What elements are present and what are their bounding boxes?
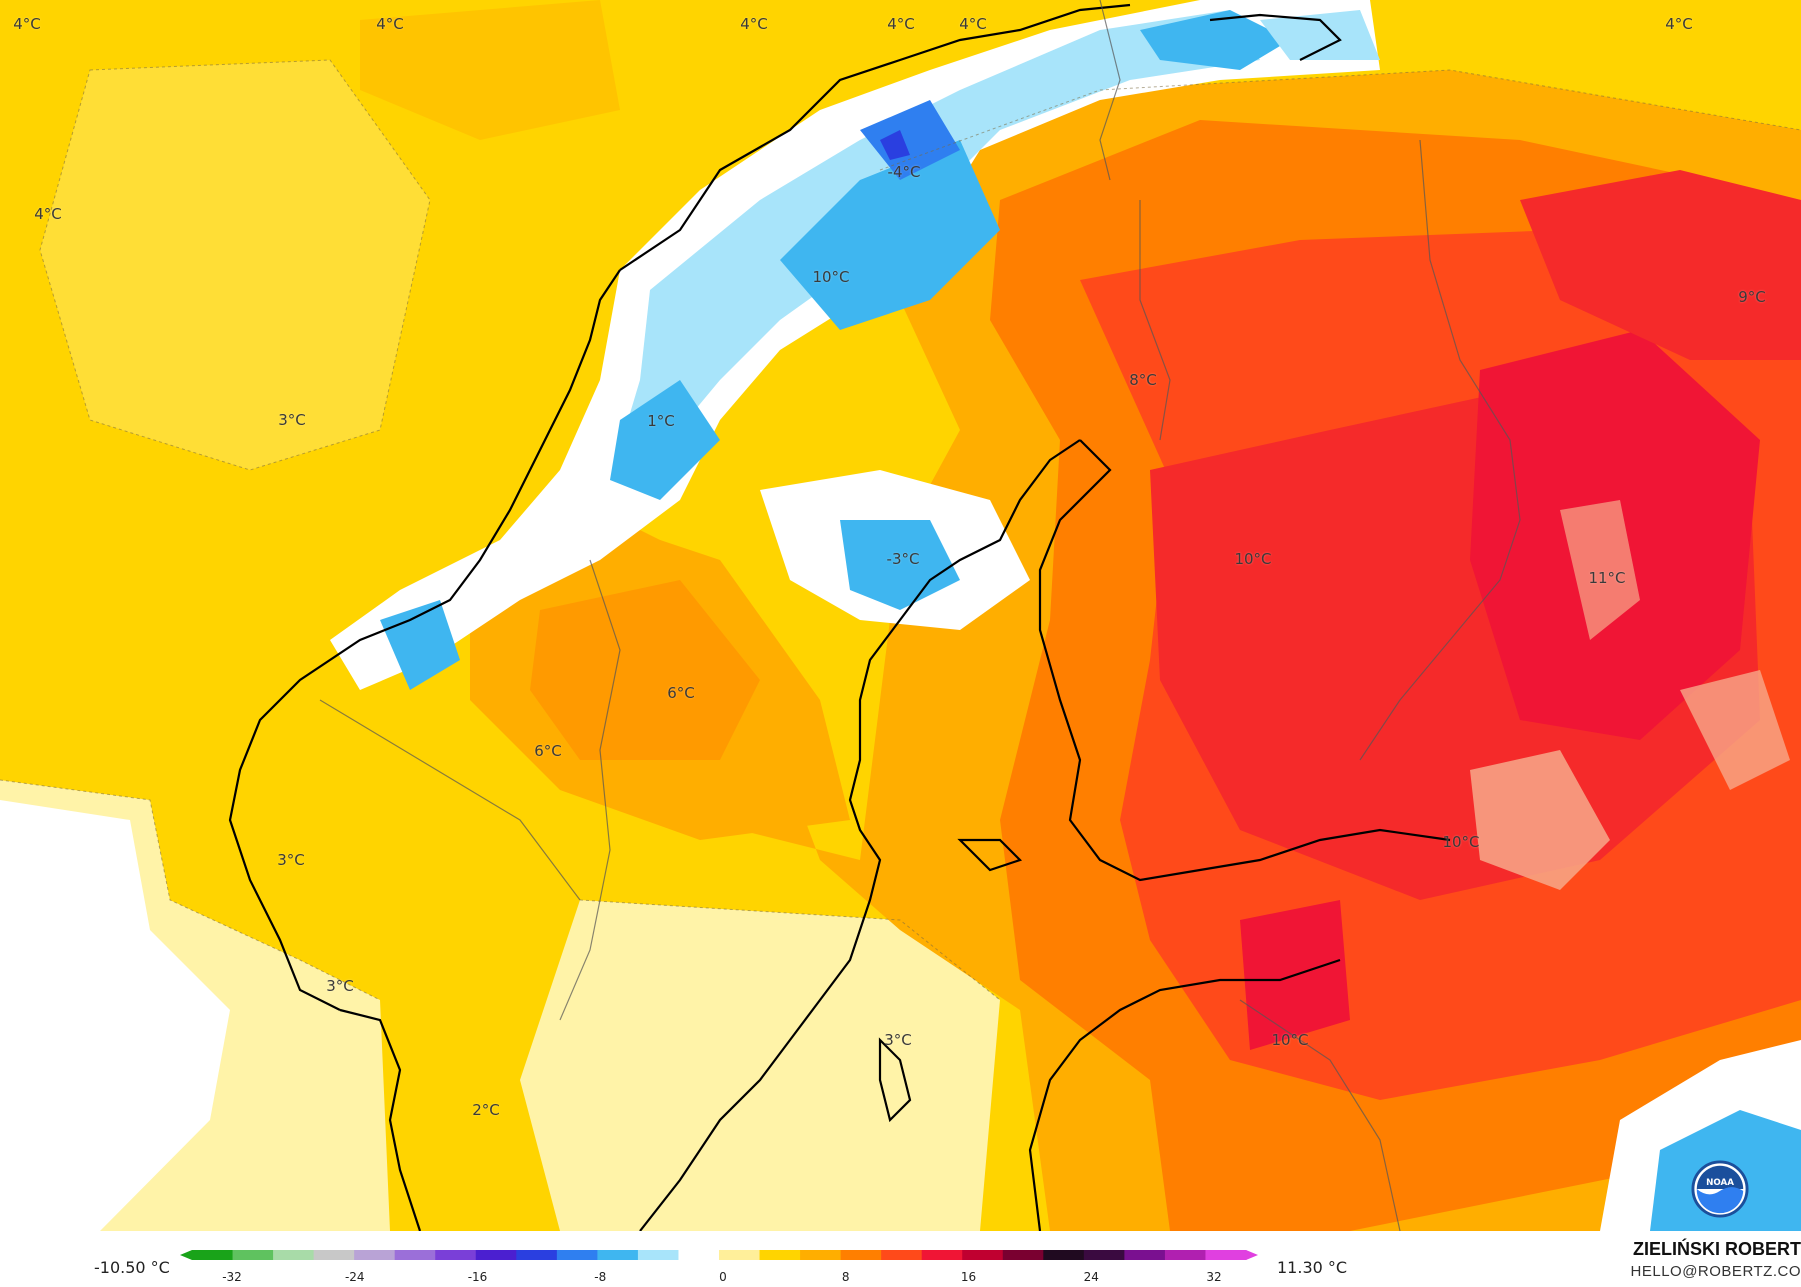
temp-label: -4°C	[887, 163, 921, 181]
scale-tick-label: 0	[719, 1270, 727, 1284]
field-cold-ne	[1260, 10, 1380, 60]
color-scale-bar	[180, 1250, 1258, 1260]
scale-swatch	[1002, 1250, 1044, 1260]
scale-swatch	[354, 1250, 396, 1260]
field-cold-core	[880, 130, 910, 160]
lake-east	[1680, 670, 1790, 790]
scale-swatch	[678, 1250, 720, 1260]
temp-label: -3°C	[886, 550, 920, 568]
lake-onega	[1470, 750, 1610, 890]
scale-tick-label: -8	[594, 1270, 607, 1284]
legend-max-label: 11.30 °C	[1277, 1258, 1348, 1277]
temp-label: 4°C	[13, 15, 41, 33]
field-cold-blue-b	[860, 100, 960, 180]
scale-swatch	[1205, 1250, 1247, 1260]
temp-label: 4°C	[740, 15, 768, 33]
scale-swatch	[962, 1250, 1004, 1260]
scale-arrow-left	[180, 1250, 192, 1260]
noaa-logo-icon: NOAA	[1691, 1160, 1749, 1218]
field-cold-blue-c	[610, 380, 720, 500]
temp-label: 3°C	[277, 851, 305, 869]
field-orange-n	[360, 0, 620, 140]
scale-swatch	[556, 1250, 598, 1260]
temp-label: 4°C	[376, 15, 404, 33]
temp-label: 10°C	[1271, 1031, 1309, 1049]
color-scale: -32 -24 -16 -8 0 8 16 24 32	[180, 1241, 1258, 1287]
map-canvas	[0, 0, 1801, 1231]
scale-swatch	[313, 1250, 355, 1260]
scale-tick-label: 24	[1083, 1270, 1099, 1284]
temp-label: 3°C	[884, 1031, 912, 1049]
temperature-map: 4°C 4°C 4°C 4°C 4°C 4°C 4°C -4°C 10°C 9°…	[0, 0, 1801, 1231]
temp-label: 10°C	[1442, 833, 1480, 851]
temp-label: 4°C	[1665, 15, 1693, 33]
scale-swatch	[273, 1250, 315, 1260]
scale-swatch	[840, 1250, 882, 1260]
scale-swatch	[921, 1250, 963, 1260]
scale-tick-label: -24	[344, 1270, 365, 1284]
temp-label: 4°C	[34, 205, 62, 223]
temp-label: 10°C	[812, 268, 850, 286]
country-borders	[319, 0, 1521, 1231]
scale-swatch	[516, 1250, 558, 1260]
temp-label: 4°C	[887, 15, 915, 33]
scale-tick-label: 16	[960, 1270, 977, 1284]
scale-tick-label: 8	[841, 1270, 850, 1284]
credit-name: ZIELIŃSKI ROBERT	[1632, 1239, 1801, 1259]
scale-swatch	[232, 1250, 274, 1260]
field-cold-blue-n	[1140, 10, 1290, 70]
scale-swatch	[192, 1250, 234, 1260]
scale-tick-label: 32	[1206, 1270, 1222, 1284]
legend-footer: -10.50 °C -32 -24 -16 -8 0 8 16 24 32 11.30 °C Z…	[0, 1231, 1801, 1287]
scale-swatch	[1164, 1250, 1206, 1260]
scale-swatch	[597, 1250, 639, 1260]
scale-swatch	[800, 1250, 842, 1260]
scale-swatch	[1083, 1250, 1125, 1260]
lake-karelia	[1560, 500, 1640, 640]
temp-label: 6°C	[534, 742, 562, 760]
temp-label: 2°C	[472, 1101, 500, 1119]
temp-label: 8°C	[1129, 371, 1157, 389]
coastlines	[228, 3, 1451, 1231]
scale-tick-label: -32	[222, 1270, 242, 1284]
temp-label: 3°C	[326, 977, 354, 995]
field-orange-deep-sweden	[530, 580, 760, 760]
noaa-logo-text: NOAA	[1706, 1178, 1734, 1188]
temp-label: 10°C	[1234, 550, 1272, 568]
field-cold-white	[330, 0, 1380, 690]
field-white-sw	[0, 800, 230, 1231]
scale-swatch	[637, 1250, 679, 1260]
scale-tick-label: -16	[467, 1270, 488, 1284]
legend-min-label: -10.50 °C	[94, 1258, 170, 1277]
scale-swatch	[1043, 1250, 1085, 1260]
temp-label: 3°C	[278, 411, 306, 429]
scale-swatch	[759, 1250, 801, 1260]
scale-swatch	[435, 1250, 477, 1260]
field-cold-blue-d	[380, 600, 460, 690]
field-red-ne	[1520, 170, 1801, 360]
field-cold-blue-e	[840, 520, 960, 610]
field-light-s	[520, 900, 1000, 1231]
scale-swatch	[881, 1250, 923, 1260]
temp-label: 4°C	[959, 15, 987, 33]
temp-label: 9°C	[1738, 288, 1766, 306]
contour-lines	[0, 59, 1801, 1001]
scale-swatch	[719, 1250, 761, 1260]
temp-label: 6°C	[667, 684, 695, 702]
scale-swatch	[1124, 1250, 1166, 1260]
scale-arrow-right	[1246, 1250, 1258, 1260]
field-pale-nw	[40, 60, 430, 470]
scale-swatch	[394, 1250, 436, 1260]
credit-email: HELLO@ROBERTZ.CO	[1630, 1263, 1801, 1280]
temp-label: 11°C	[1588, 569, 1626, 587]
scale-swatch	[475, 1250, 517, 1260]
temp-label: 1°C	[647, 412, 675, 430]
field-cold-blue-a	[780, 140, 1000, 330]
